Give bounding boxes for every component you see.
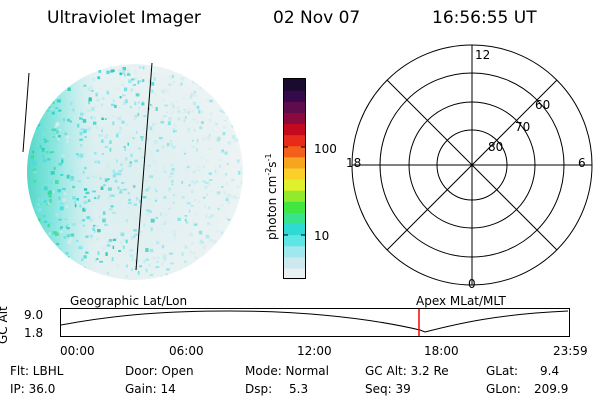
time-label: 16:56:55 UT: [432, 8, 537, 28]
colorbar-tick-10: 10: [314, 229, 330, 243]
geographic-caption: Geographic Lat/Lon: [70, 294, 188, 308]
altitude-plot: [60, 308, 570, 337]
colorbar-cell: [284, 256, 305, 269]
x-tick-0000: 00:00: [60, 344, 95, 358]
gc-alt-info: GC Alt: 3.2 Re: [365, 364, 449, 378]
colorbar-cell: [284, 267, 305, 280]
alt-tick-9: 9.0: [24, 308, 44, 322]
lat-label-80: 80: [488, 140, 503, 154]
gain-label: Gain: 14: [125, 382, 176, 396]
gc-alt-axis-label: GC Alt: [0, 306, 10, 344]
alt-tick-1-8: 1.8: [24, 326, 44, 340]
lat-label-70: 70: [515, 120, 530, 134]
x-tick-0600: 06:00: [169, 344, 204, 358]
seq-label: Seq: 39: [365, 382, 411, 396]
colorbar-cell: [284, 234, 305, 247]
colorbar-cell: [284, 223, 305, 236]
colorbar-cell: [284, 156, 305, 169]
colorbar-tick-100: 100: [314, 142, 337, 156]
dsp-value: 5.3: [289, 382, 309, 396]
mlt-label-18: 18: [346, 156, 361, 170]
colorbar-cell: [284, 101, 305, 113]
polar-diagonal-2: [386, 79, 558, 251]
glon-value: 209.9: [534, 382, 569, 396]
colorbar-unit-label: photon cm-2s-1: [264, 153, 279, 240]
colorbar-cell: [284, 245, 305, 258]
date-label: 02 Nov 07: [273, 8, 361, 28]
colorbar-cell: [284, 123, 305, 136]
uv-disk: [27, 64, 243, 280]
colorbar-cell: [284, 134, 305, 147]
glat-value: 9.4: [540, 364, 560, 378]
boundary-line-right: [135, 62, 153, 271]
x-tick-2359: 23:59: [553, 344, 588, 358]
colorbar-cell: [284, 79, 305, 91]
glat-label: GLat:: [486, 364, 519, 378]
lat-label-60: 60: [535, 98, 550, 112]
colorbar-cell: [284, 167, 305, 180]
colorbar: [283, 78, 306, 280]
mlt-label-6: 6: [578, 156, 586, 170]
glon-label: GLon:: [486, 382, 521, 396]
mlt-label-0: 0: [468, 277, 476, 291]
altitude-frame: [60, 308, 570, 337]
colorbar-cell: [284, 212, 305, 225]
x-tick-1800: 18:00: [424, 344, 459, 358]
colorbar-cell: [284, 179, 305, 191]
polar-plot: 12 18 6 0 60 70 80: [346, 44, 593, 291]
filter-label: Flt: LBHL: [10, 364, 64, 378]
ip-label: IP: 36.0: [10, 382, 56, 396]
colorbar-cell: [284, 201, 305, 213]
boundary-line-left: [22, 72, 30, 153]
colorbar-cell: [284, 190, 305, 202]
colorbar-cell: [284, 145, 305, 158]
mlt-label-12: 12: [475, 48, 490, 62]
door-label: Door: Open: [125, 364, 194, 378]
colorbar-cell: [284, 90, 305, 102]
mode-label: Mode: Normal: [245, 364, 329, 378]
x-tick-1200: 12:00: [297, 344, 332, 358]
apex-caption: Apex MLat/MLT: [416, 294, 506, 308]
dsp-label: Dsp:: [245, 382, 273, 396]
uv-image: [22, 62, 243, 280]
colorbar-cell: [284, 112, 305, 125]
altitude-curve: [60, 310, 569, 333]
instrument-title: Ultraviolet Imager: [47, 8, 201, 28]
